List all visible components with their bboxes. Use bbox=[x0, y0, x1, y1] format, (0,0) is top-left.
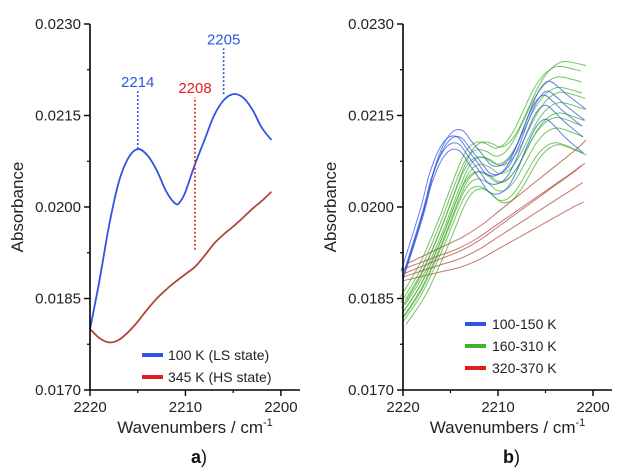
panel-b-plot-area bbox=[399, 61, 587, 325]
panel-a-legend: 100 K (LS state) 345 K (HS state) bbox=[142, 347, 272, 385]
legend-label: 160-310 K bbox=[492, 338, 557, 354]
y-tick-label: 0.0215 bbox=[348, 108, 394, 125]
y-tick-label: 0.0230 bbox=[35, 16, 81, 33]
legend-label: 345 K (HS state) bbox=[168, 369, 272, 385]
series-line-160-310-k bbox=[402, 127, 584, 320]
panel-a-y-ticks: 0.0170 0.0185 0.0200 0.0215 0.0230 bbox=[35, 16, 90, 399]
panel-b-y-ticks: 0.0170 0.0185 0.0200 0.0215 0.0230 bbox=[348, 16, 403, 399]
series-line-320-370-k bbox=[405, 139, 587, 265]
panel-b-x-axis-label: Wavenumbers / cm-1 bbox=[430, 417, 586, 437]
panel-a-letter: a) bbox=[191, 447, 207, 467]
series-line-320-370-k bbox=[404, 162, 586, 274]
panel-b-x-ticks: 2220 2210 2200 bbox=[386, 390, 610, 416]
y-tick-label: 0.0215 bbox=[35, 108, 81, 125]
series-line-160-310-k bbox=[399, 65, 581, 298]
y-tick-label: 0.0170 bbox=[348, 382, 394, 399]
x-tick-label: 2220 bbox=[386, 399, 419, 416]
series-345k-hs-line bbox=[89, 191, 273, 344]
series-line-100-150-k bbox=[400, 94, 582, 272]
panel-b-y-axis-label: Absorbance bbox=[321, 162, 340, 253]
series-100k-ls-line bbox=[89, 93, 273, 330]
y-tick-label: 0.0200 bbox=[35, 199, 81, 216]
series-line-160-310-k bbox=[404, 61, 587, 300]
series-line-100-150-k bbox=[402, 118, 584, 280]
annotation-label: 2208 bbox=[178, 80, 211, 97]
x-tick-label: 2220 bbox=[73, 399, 106, 416]
y-tick-label: 0.0170 bbox=[35, 382, 81, 399]
annotation-label: 2205 bbox=[207, 31, 240, 48]
panel-a-x-axis-label: Wavenumbers / cm-1 bbox=[117, 417, 273, 437]
x-tick-label: 2200 bbox=[264, 399, 297, 416]
y-tick-label: 0.0200 bbox=[348, 199, 394, 216]
series-line-320-370-k bbox=[402, 182, 584, 278]
y-tick-label: 0.0230 bbox=[348, 16, 394, 33]
y-tick-label: 0.0185 bbox=[35, 291, 81, 308]
series-line-100-150-k bbox=[403, 90, 586, 275]
y-tick-label: 0.0185 bbox=[348, 291, 394, 308]
panel-a-x-ticks: 2220 2210 2200 bbox=[73, 390, 298, 416]
panel-b-legend: 100-150 K 160-310 K 320-370 K bbox=[465, 316, 557, 376]
series-line-160-310-k bbox=[405, 144, 587, 325]
x-tick-label: 2210 bbox=[169, 399, 202, 416]
series-line-100-150-k bbox=[405, 80, 587, 269]
annotation-label: 2214 bbox=[121, 74, 154, 91]
x-tick-label: 2210 bbox=[481, 399, 514, 416]
x-tick-label: 2200 bbox=[576, 399, 609, 416]
panel-a-y-axis-label: Absorbance bbox=[8, 162, 27, 253]
series-line-160-310-k bbox=[402, 142, 584, 322]
legend-label: 320-370 K bbox=[492, 360, 557, 376]
series-line-320-370-k bbox=[400, 165, 582, 271]
series-line-320-370-k bbox=[402, 201, 584, 282]
legend-label: 100-150 K bbox=[492, 316, 557, 332]
series-line-160-310-k bbox=[403, 102, 585, 311]
panel-b-letter: b) bbox=[503, 447, 520, 467]
series-line-160-310-k bbox=[404, 91, 586, 306]
legend-label: 100 K (LS state) bbox=[168, 347, 269, 363]
panel-a-plot-area: 2214 2208 2205 bbox=[89, 31, 273, 344]
